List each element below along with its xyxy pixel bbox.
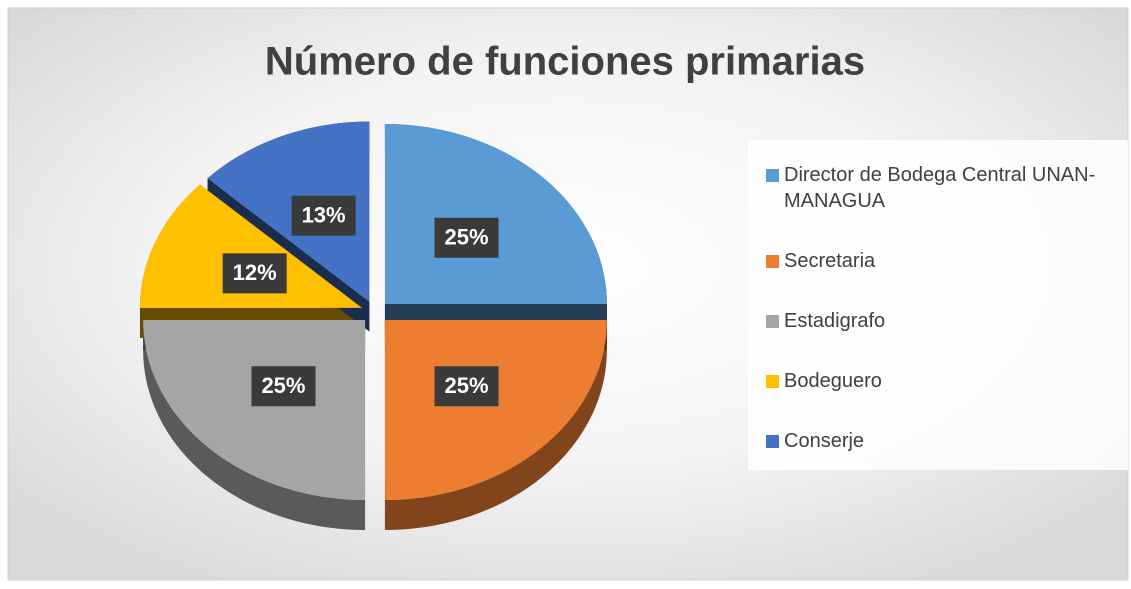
legend-label: Director de Bodega Central UNAN-MANAGUA bbox=[784, 164, 1096, 212]
legend-swatch bbox=[766, 169, 779, 182]
slice bbox=[143, 320, 366, 501]
data-label: 25% bbox=[445, 225, 489, 250]
data-label-box bbox=[251, 366, 316, 407]
data-label: 12% bbox=[233, 260, 277, 285]
legend-label: Secretaria bbox=[784, 250, 876, 272]
slice bbox=[384, 123, 607, 304]
data-label-box bbox=[222, 253, 287, 294]
slice-side bbox=[143, 320, 366, 531]
data-label-box bbox=[291, 195, 356, 236]
legend-swatch bbox=[766, 255, 779, 268]
slice-side bbox=[384, 320, 607, 531]
data-label: 13% bbox=[302, 202, 346, 227]
data-label-box bbox=[434, 217, 499, 258]
legend-entry: Conserje bbox=[766, 428, 1116, 454]
slice bbox=[207, 121, 370, 302]
legend-swatch bbox=[766, 435, 779, 448]
legend-label: Conserje bbox=[784, 430, 865, 452]
data-label: 25% bbox=[445, 373, 489, 398]
chart-title: Número de funciones primarias bbox=[265, 40, 865, 84]
legend-label: Bodeguero bbox=[784, 370, 882, 392]
legend-entry: Bodeguero bbox=[766, 368, 1116, 394]
legend-entry: Secretaria bbox=[766, 248, 1116, 274]
legend-swatch bbox=[766, 315, 779, 328]
legend-swatch bbox=[766, 375, 779, 388]
data-label: 25% bbox=[261, 373, 305, 398]
legend: Director de Bodega Central UNAN-MANAGUA S… bbox=[748, 140, 1128, 470]
slice bbox=[139, 184, 362, 308]
data-label-box bbox=[434, 366, 499, 407]
legend-entry: Director de Bodega Central UNAN-MANAGUA bbox=[766, 162, 1116, 214]
legend-label: Estadigrafo bbox=[784, 310, 886, 332]
legend-entry: Estadigrafo bbox=[766, 308, 1116, 334]
slice bbox=[384, 320, 607, 501]
